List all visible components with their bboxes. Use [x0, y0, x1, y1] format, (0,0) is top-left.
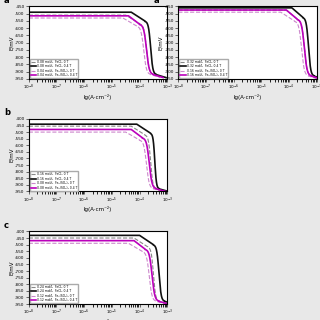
- X-axis label: lg(A·cm⁻²): lg(A·cm⁻²): [234, 94, 262, 100]
- X-axis label: lg(A·cm⁻²): lg(A·cm⁻²): [84, 94, 112, 100]
- Text: c: c: [4, 221, 9, 230]
- Y-axis label: E/mV: E/mV: [9, 148, 14, 163]
- Legend: 0.24 mol/L  FeCl₂ 0 T, 0.24 mol/L  FeCl₂ 0.4 T, 0.12 mol/L  Fe₂(SO₄)₃ 0 T, 0.12 : 0.24 mol/L FeCl₂ 0 T, 0.24 mol/L FeCl₂ 0…: [30, 284, 78, 303]
- Y-axis label: E/mV: E/mV: [158, 36, 164, 50]
- Legend: 0.16 mol/L  FeCl₂ 0 T, 0.16 mol/L  FeCl₂ 0.4 T, 0.08 mol/L  Fe₂(SO₄)₃ 0 T, 0.08 : 0.16 mol/L FeCl₂ 0 T, 0.16 mol/L FeCl₂ 0…: [30, 172, 78, 191]
- Text: b: b: [4, 108, 10, 117]
- X-axis label: lg(A·cm⁻²): lg(A·cm⁻²): [84, 206, 112, 212]
- Y-axis label: E/mV: E/mV: [9, 260, 14, 275]
- Text: a: a: [4, 0, 10, 5]
- Text: a: a: [153, 0, 159, 5]
- X-axis label: lg(A·cm⁻²): lg(A·cm⁻²): [84, 319, 112, 320]
- Y-axis label: E/mV: E/mV: [9, 36, 14, 50]
- Legend: 0.32 mol/L  FeCl₂ 0 T, 0.32 mol/L  FeCl₂ 0.4 T, 0.16 mol/L  Fe₂(SO₄)₃ 0 T, 0.16 : 0.32 mol/L FeCl₂ 0 T, 0.32 mol/L FeCl₂ 0…: [179, 59, 228, 78]
- Legend: 0.08 mol/L  FeCl₂ 0 T, 0.08 mol/L  FeCl₂ 0.4 T, 0.04 mol/L  Fe₂(SO₄)₃ 0 T, 0.04 : 0.08 mol/L FeCl₂ 0 T, 0.08 mol/L FeCl₂ 0…: [30, 59, 78, 78]
